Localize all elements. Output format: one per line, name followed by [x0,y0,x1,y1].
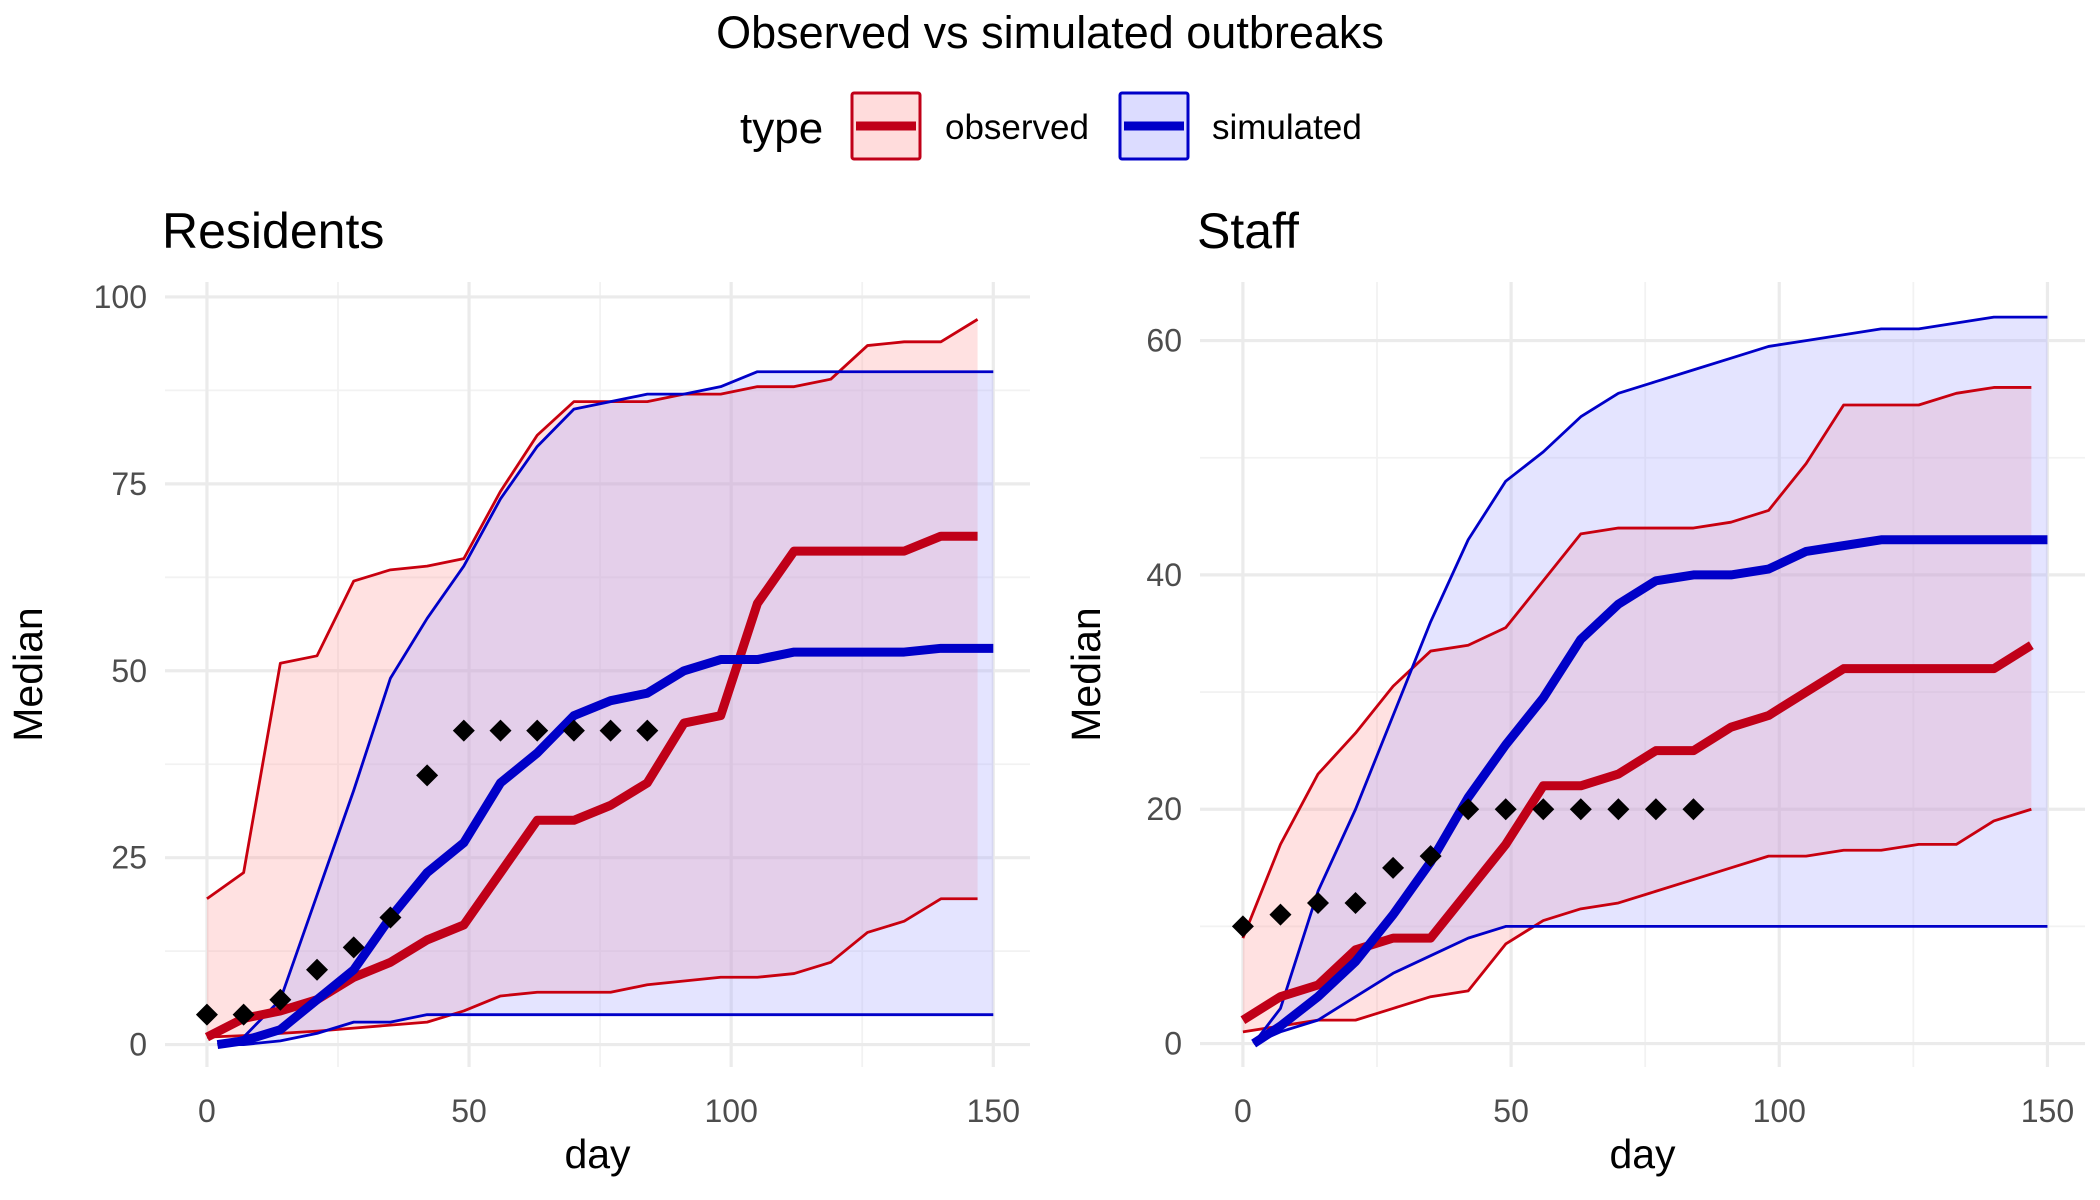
chart-title: Observed vs simulated outbreaks [716,7,1384,58]
legend-key-simulated [1118,91,1190,161]
band-fill-observed [206,319,978,1038]
y-tick-label: 0 [129,1027,147,1063]
data-point [306,958,329,981]
data-point [1382,856,1405,879]
x-tick-label: 150 [2021,1093,2074,1129]
legend-label-simulated: simulated [1212,108,1362,147]
band-lower-observed [1242,807,2032,1034]
legend-title: type [740,104,823,153]
y-axis-title: Median [5,607,51,741]
x-tick-label: 50 [451,1093,487,1129]
x-axis-title: day [1609,1131,1676,1177]
y-tick-label: 60 [1146,323,1182,359]
data-point [1419,845,1442,868]
y-tick-label: 50 [111,653,147,689]
band-upper-observed [1241,386,2032,939]
data-point [1494,798,1517,821]
data-point [379,906,402,929]
x-tick-label: 150 [967,1093,1020,1129]
data-point [232,1003,255,1026]
data-point [416,764,439,787]
x-axis-title: day [564,1131,631,1177]
y-tick-label: 25 [111,840,147,876]
legend: type observed simulated [740,91,1362,161]
data-point [342,936,365,959]
band-upper-observed [206,318,979,900]
data-point [1532,798,1555,821]
x-tick-label: 50 [1493,1093,1529,1129]
panel-title: Staff [1197,203,1299,259]
y-tick-label: 100 [94,279,147,315]
data-point [489,719,512,742]
panel-staff: 0 50 100 150 0 20 40 60 Staff day Median [1063,203,2085,1177]
y-axis-title: Median [1063,607,1109,741]
x-tick-label: 0 [198,1093,216,1129]
median-line-simulated [1251,535,2048,1048]
band-fill-simulated [1253,317,2048,1044]
data-point [1644,798,1667,821]
median-line-simulated [216,643,994,1050]
data-point [269,988,292,1011]
band-upper-simulated [1252,315,2048,1045]
data-point [1682,798,1705,821]
data-point [1607,798,1630,821]
band-upper-simulated [217,370,994,1046]
data-point [562,719,585,742]
legend-label-observed: observed [945,108,1089,147]
y-tick-label: 40 [1146,557,1182,593]
panel-title: Residents [162,203,384,259]
data-point [195,1003,218,1026]
y-tick-label: 20 [1146,791,1182,827]
data-point [1457,798,1480,821]
panel-residents: 0 50 100 150 0 25 50 75 100 Residents day Median [5,203,1030,1177]
band-fill-simulated [217,371,994,1045]
y-tick-label: 75 [111,466,147,502]
x-tick-label: 0 [1234,1093,1252,1129]
data-point [1344,891,1367,914]
x-tick-label: 100 [1753,1093,1806,1129]
data-point [1231,915,1254,938]
x-tick-label: 100 [704,1093,757,1129]
data-point [1269,903,1292,926]
y-tick-label: 0 [1164,1026,1182,1062]
legend-key-observed [850,91,922,161]
band-lower-simulated [217,1013,994,1046]
band-lower-observed [206,897,978,1039]
data-point [1307,891,1329,914]
data-point [1569,798,1592,821]
data-point [636,719,659,742]
data-point [452,719,475,742]
band-lower-simulated [1253,925,2048,1045]
data-point [599,719,622,742]
data-point [526,719,549,742]
